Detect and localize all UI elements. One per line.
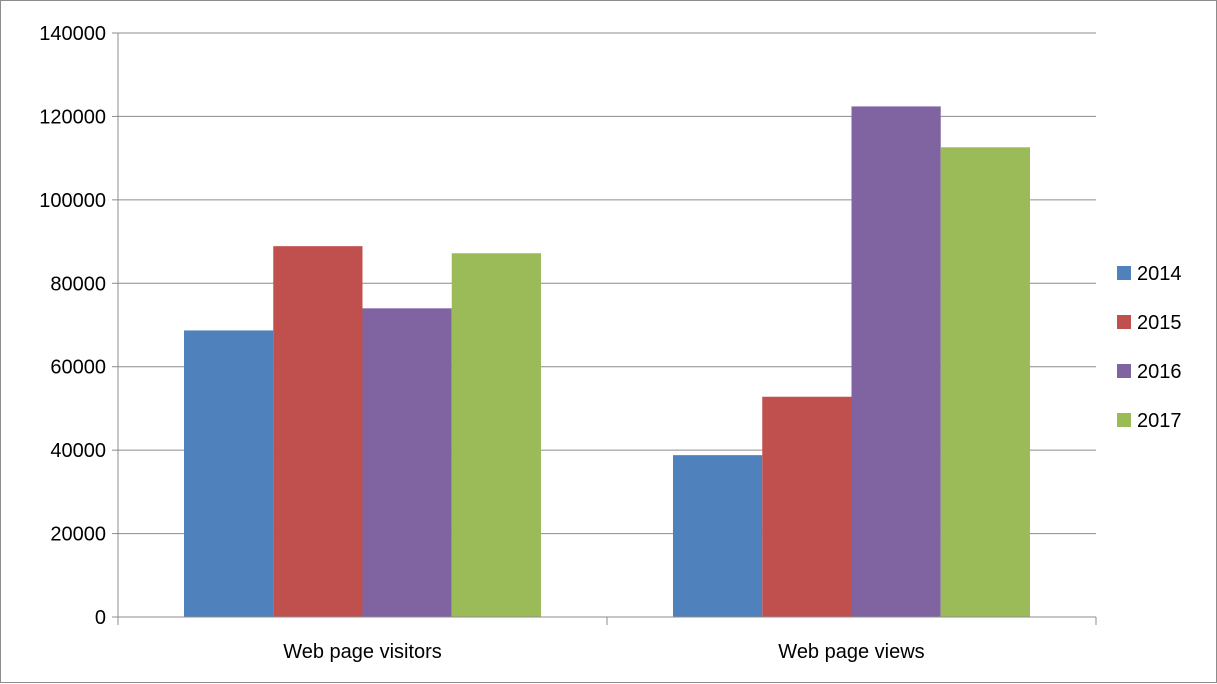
y-tick-label: 60000 [50,357,106,379]
y-tick-label: 140000 [39,23,106,45]
y-tick-label: 40000 [50,440,106,462]
x-tick-label: Web page views [778,641,924,663]
legend-swatch-2014 [1117,266,1131,280]
bar-2016-visitors [362,308,452,617]
axes [112,32,1097,625]
y-tick-label: 80000 [50,273,106,295]
bar-2017-visitors [451,253,541,617]
legend: 2014 2015 2016 2017 [1117,263,1182,432]
legend-swatch-2016 [1117,364,1131,378]
bar-2017-views [940,147,1030,617]
bar-2015-visitors [273,246,363,617]
legend-label-2017: 2017 [1137,410,1182,432]
x-axis-tick-labels: Web page visitors Web page views [283,641,924,663]
bar-2016-views [851,106,941,617]
bar-2014-views [673,455,763,617]
legend-swatch-2015 [1117,315,1131,329]
y-tick-label: 100000 [39,190,106,212]
y-axis-tick-labels: 0 20000 40000 60000 80000 100000 120000 140000 [39,23,106,629]
legend-label-2016: 2016 [1137,361,1182,383]
legend-label-2015: 2015 [1137,312,1182,334]
x-tick-label: Web page visitors [283,641,442,663]
bars [184,106,1030,617]
bar-2015-views [762,396,852,617]
legend-swatch-2017 [1117,413,1131,427]
y-tick-label: 0 [95,607,106,629]
bar-2014-visitors [184,330,274,617]
y-tick-label: 20000 [50,524,106,546]
legend-label-2014: 2014 [1137,263,1182,285]
y-tick-label: 120000 [39,106,106,128]
